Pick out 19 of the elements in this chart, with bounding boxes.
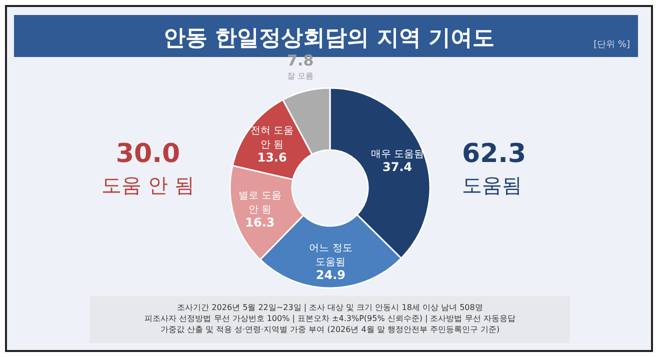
data-label: 37.4 [382, 160, 412, 174]
text: 피조사자 선정방법 무선 가상번호 100% | 표본오차 ±4.3%P(95% 신뢰수준) | 조사방법 무선 자동응답 [144, 314, 516, 323]
slice-label: 어느 정도 도움됨 [309, 242, 352, 268]
chart-title: 안동 한일정상회담의 지역 기여도 [164, 26, 494, 51]
text: 도움됨 [462, 173, 522, 197]
slice-label: 전혀 도움 안 됨 [250, 126, 294, 151]
data-label: 13.6 [257, 150, 287, 165]
data-label: 16.3 [245, 216, 275, 230]
data-label: 7.8 [287, 52, 314, 70]
slice-label: 별로 도움 안 됨 [238, 190, 282, 216]
slice-label: 잘 모름 [287, 72, 314, 81]
text: 30.0 [116, 139, 180, 169]
text: 가중값 산출 및 적용 성·연령·지역별 가중 부여 (2026년 4월 말 행정안전부 주민등록인구 기준) [160, 325, 500, 334]
text: 도움 안 됨 [102, 173, 194, 197]
text: 62.3 [462, 139, 526, 169]
slice-label: 매우 도움됨 [370, 148, 424, 160]
text: [단위 %] [594, 40, 630, 50]
data-label: 24.9 [316, 268, 346, 282]
text: 조사기간 2026년 5월 22일~23일 | 조사 대상 및 크기 안동시 18세 이상 남녀 508명 [177, 303, 483, 312]
